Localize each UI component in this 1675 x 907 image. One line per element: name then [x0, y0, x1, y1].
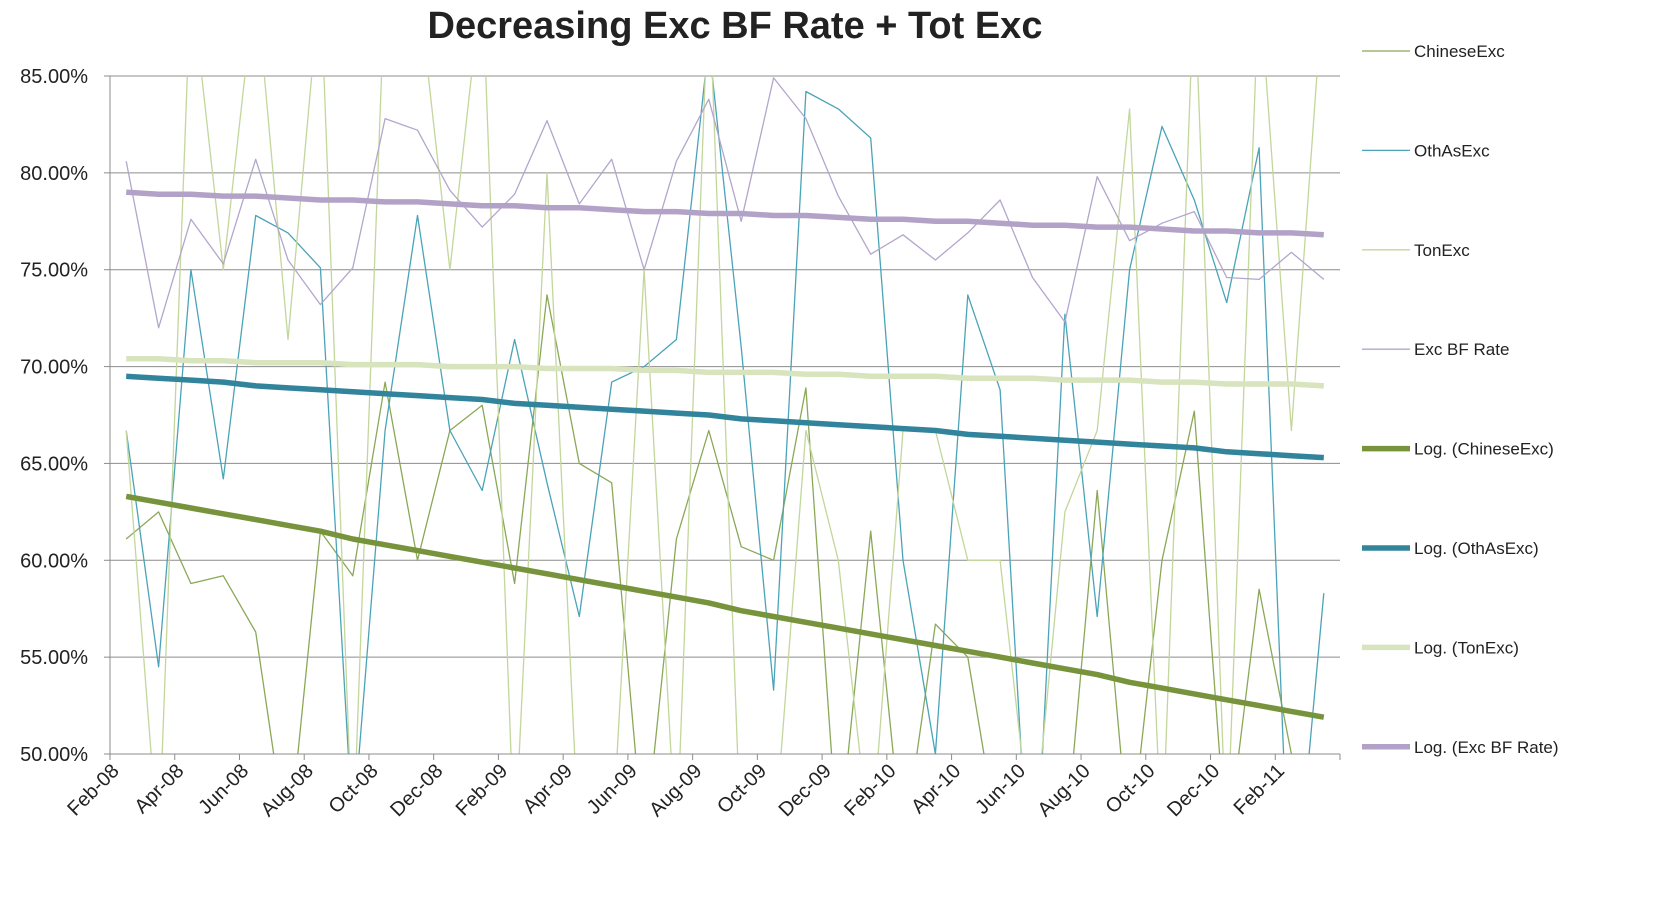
- x-tick-label: Aug-08: [257, 760, 318, 821]
- legend-label: Log. (OthAsExc): [1414, 539, 1539, 558]
- x-tick-label: Apr-09: [519, 760, 577, 818]
- y-tick-label: 65.00%: [20, 453, 88, 475]
- x-tick-label: Feb-09: [452, 760, 512, 820]
- x-tick-label: Jun-09: [583, 760, 642, 819]
- plot-area: [125, 76, 1325, 754]
- x-tick-label: Feb-10: [840, 760, 900, 820]
- trend-line: [126, 373, 1324, 461]
- x-tick-label: Feb-11: [1230, 760, 1289, 819]
- chart-title: Decreasing Exc BF Rate + Tot Exc: [428, 5, 1043, 47]
- legend-label: OthAsExc: [1414, 141, 1490, 160]
- x-tick-label: Jun-10: [971, 760, 1030, 819]
- x-tick-label: Jun-08: [194, 760, 253, 819]
- grid: [110, 75, 1340, 755]
- series-line: [125, 77, 1325, 329]
- legend-label: Log. (TonExc): [1414, 638, 1519, 657]
- x-tick-label: Dec-08: [386, 760, 447, 821]
- y-tick-label: 50.00%: [20, 744, 88, 766]
- x-tick-label: Oct-08: [325, 760, 383, 818]
- series-line: [125, 294, 1293, 754]
- y-tick-label: 80.00%: [20, 163, 88, 185]
- x-tick-label: Oct-10: [1102, 760, 1160, 818]
- legend-label: TonExc: [1414, 241, 1470, 260]
- legend-label: ChineseExc: [1414, 42, 1505, 61]
- y-tick-label: 60.00%: [20, 550, 88, 572]
- x-tick-label: Apr-10: [907, 760, 965, 818]
- trend-line: [126, 189, 1324, 238]
- trend-line: [125, 493, 1325, 720]
- y-tick-label: 85.00%: [20, 66, 88, 88]
- x-tick-label: Aug-10: [1034, 760, 1095, 821]
- y-tick-label: 70.00%: [20, 357, 88, 379]
- y-tick-label: 55.00%: [20, 647, 88, 669]
- x-tick-label: Apr-08: [130, 760, 188, 818]
- y-tick-label: 75.00%: [20, 260, 88, 282]
- legend-label: Log. (Exc BF Rate): [1414, 738, 1559, 757]
- x-tick-label: Aug-09: [645, 760, 706, 821]
- legend-label: Log. (ChineseExc): [1414, 440, 1554, 459]
- x-tick-label: Dec-10: [1163, 760, 1224, 821]
- x-tick-label: Oct-09: [713, 760, 771, 818]
- trend-line: [126, 356, 1324, 389]
- legend-label: Exc BF Rate: [1414, 340, 1509, 359]
- x-tick-label: Feb-08: [63, 760, 123, 820]
- x-tick-label: Dec-09: [775, 760, 836, 821]
- legend: ChineseExc OthAsExc TonExc Exc BF Rate Log. …: [1362, 42, 1559, 757]
